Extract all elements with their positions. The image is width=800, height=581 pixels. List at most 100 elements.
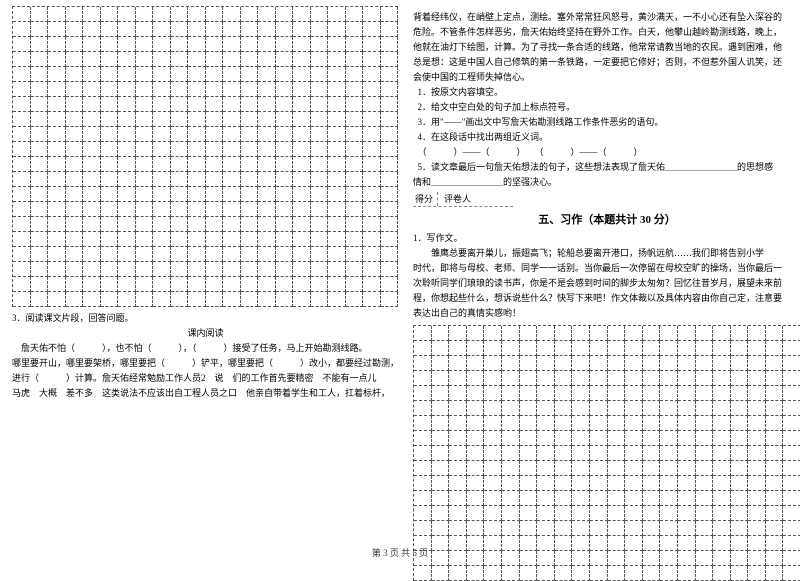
grid-cell <box>153 52 171 67</box>
grid-cell <box>153 172 171 187</box>
grid-cell <box>13 157 31 172</box>
grid-cell <box>48 217 66 232</box>
grid-cell <box>276 292 294 307</box>
grid-cell <box>118 37 136 52</box>
grid-cell <box>66 157 84 172</box>
grid-cell <box>136 172 154 187</box>
grid-cell <box>66 187 84 202</box>
grid-cell <box>83 37 101 52</box>
grid-cell <box>13 292 31 307</box>
grid-cell <box>293 142 311 157</box>
grid-cell <box>66 202 84 217</box>
grid-cell <box>381 22 399 37</box>
grid-cell <box>590 356 608 371</box>
grid-cell <box>118 127 136 142</box>
grid-cell <box>188 142 206 157</box>
grid-cell <box>276 37 294 52</box>
grid-cell <box>643 521 661 536</box>
grid-cell <box>293 217 311 232</box>
grid-cell <box>83 112 101 127</box>
grid-cell <box>311 232 329 247</box>
grid-cell <box>660 476 678 491</box>
grid-cell <box>414 326 432 341</box>
grid-cell <box>502 506 520 521</box>
grid-cell <box>101 52 119 67</box>
grid-cell <box>206 142 224 157</box>
grid-cell <box>625 371 643 386</box>
grid-cell <box>66 127 84 142</box>
grid-cell <box>311 217 329 232</box>
grid-cell <box>643 416 661 431</box>
grid-cell <box>783 431 800 446</box>
grid-cell <box>188 7 206 22</box>
grid-cell <box>625 401 643 416</box>
grid-cell <box>643 401 661 416</box>
grid-cell <box>537 431 555 446</box>
grid-cell <box>346 157 364 172</box>
grid-cell <box>660 431 678 446</box>
grid-cell <box>31 37 49 52</box>
grid-cell <box>31 292 49 307</box>
grid-cell <box>484 416 502 431</box>
grid-cell <box>223 112 241 127</box>
grid-cell <box>118 217 136 232</box>
grid-cell <box>66 97 84 112</box>
grid-cell <box>449 566 467 581</box>
grid-cell <box>766 506 784 521</box>
grid-cell <box>153 262 171 277</box>
grid-cell <box>625 341 643 356</box>
grid-cell <box>555 491 573 506</box>
grid-cell <box>293 172 311 187</box>
grid-cell <box>608 431 626 446</box>
grid-cell <box>293 232 311 247</box>
grid-cell <box>449 446 467 461</box>
grid-cell <box>258 202 276 217</box>
grid-cell <box>171 262 189 277</box>
grid-cell <box>381 82 399 97</box>
grid-cell <box>153 247 171 262</box>
grid-cell <box>346 292 364 307</box>
grid-cell <box>171 142 189 157</box>
grid-cell <box>572 566 590 581</box>
grid-cell <box>101 127 119 142</box>
grid-cell <box>118 172 136 187</box>
grid-cell <box>328 127 346 142</box>
grid-cell <box>678 386 696 401</box>
grid-cell <box>449 371 467 386</box>
grid-cell <box>328 22 346 37</box>
grid-cell <box>449 401 467 416</box>
grid-cell <box>766 326 784 341</box>
grid-cell <box>678 461 696 476</box>
grid-cell <box>241 82 259 97</box>
grid-cell <box>31 202 49 217</box>
grid-cell <box>153 37 171 52</box>
grid-cell <box>713 446 731 461</box>
grid-cell <box>328 247 346 262</box>
grid-cell <box>188 202 206 217</box>
page-footer: 第 3 页 共 5 页 <box>0 546 800 559</box>
grid-cell <box>414 521 432 536</box>
grid-cell <box>171 172 189 187</box>
grid-cell <box>223 247 241 262</box>
grid-cell <box>311 262 329 277</box>
grid-cell <box>101 22 119 37</box>
grid-cell <box>731 356 749 371</box>
grid-cell <box>188 127 206 142</box>
grid-cell <box>766 476 784 491</box>
grid-cell <box>13 22 31 37</box>
grid-cell <box>520 326 538 341</box>
grid-cell <box>713 386 731 401</box>
grid-cell <box>48 247 66 262</box>
grid-cell <box>590 446 608 461</box>
grid-cell <box>414 401 432 416</box>
grid-cell <box>484 386 502 401</box>
grid-cell <box>206 277 224 292</box>
grid-cell <box>258 277 276 292</box>
grid-cell <box>381 217 399 232</box>
passage-line: 情和＿＿＿＿＿＿＿＿的坚强决心。 <box>413 175 800 190</box>
grid-cell <box>520 416 538 431</box>
grid-cell <box>206 217 224 232</box>
grid-cell <box>731 416 749 431</box>
grid-cell <box>241 67 259 82</box>
grid-cell <box>346 127 364 142</box>
